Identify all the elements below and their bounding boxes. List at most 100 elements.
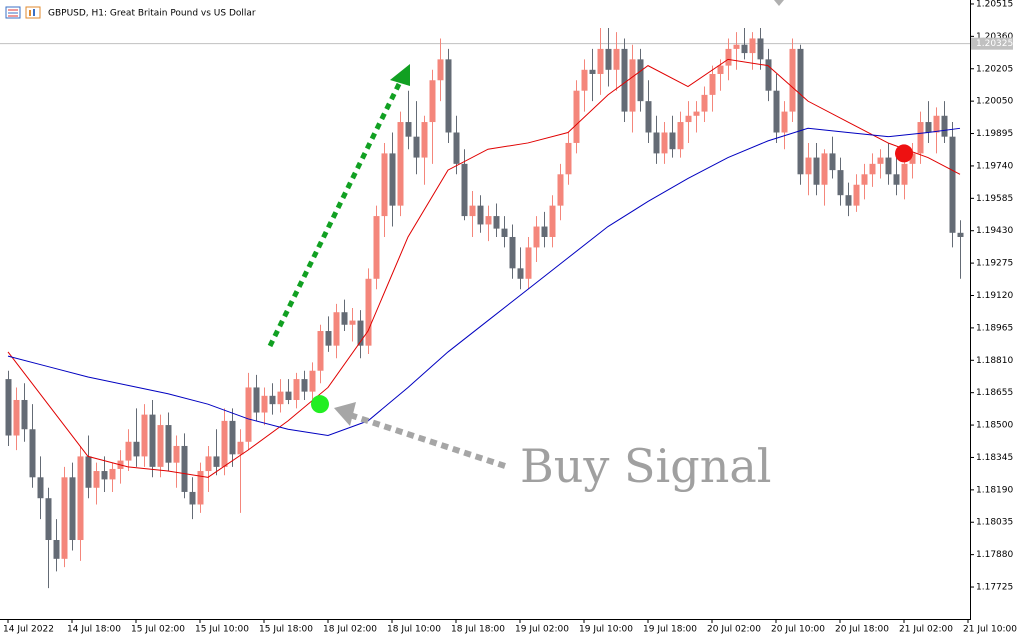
- y-tick-label: 1.19895: [976, 129, 1013, 139]
- x-tick-label: 18 Jul 02:00: [323, 625, 377, 635]
- candle-body: [437, 59, 444, 81]
- candle-body: [573, 90, 580, 143]
- x-tick-label: 15 Jul 10:00: [195, 625, 249, 635]
- candle-body: [589, 69, 596, 74]
- candle-body: [149, 414, 156, 467]
- candle-body: [517, 268, 524, 279]
- candle-body: [181, 445, 188, 492]
- moving-average: [7, 58, 961, 478]
- candle-body: [653, 132, 660, 154]
- y-tick-label: 1.18345: [976, 453, 1013, 463]
- candle-body: [909, 153, 916, 164]
- candle-body: [749, 38, 756, 54]
- candle-body: [869, 163, 876, 175]
- candle-body: [237, 441, 244, 455]
- candle-body: [501, 228, 508, 237]
- y-tick-label: 1.18810: [976, 356, 1013, 366]
- y-tick-label: 1.19740: [976, 161, 1013, 171]
- moving-average: [7, 127, 961, 437]
- candle-body: [533, 226, 540, 248]
- chart-title: GBPUSD, H1: Great Britain Pound vs US Do…: [48, 9, 256, 19]
- candle-body: [317, 331, 324, 371]
- candle-body: [85, 456, 92, 488]
- candle-body: [485, 216, 492, 225]
- y-tick-label: 1.20205: [976, 64, 1013, 74]
- candle-body: [669, 132, 676, 150]
- candle-body: [893, 174, 900, 185]
- candle-body: [157, 425, 164, 467]
- candle-body: [53, 540, 60, 559]
- candle-body: [877, 157, 884, 164]
- scroll-marker: [774, 0, 784, 6]
- candle-body: [525, 247, 532, 279]
- candle-body: [837, 170, 844, 196]
- candle-body: [765, 59, 772, 91]
- candle-body: [261, 395, 268, 413]
- candle-body: [397, 122, 404, 206]
- candle-body: [725, 48, 732, 66]
- candle-body: [469, 205, 476, 217]
- candle-body: [309, 370, 316, 392]
- candle-body: [757, 38, 764, 60]
- candle-body: [45, 498, 52, 541]
- candle-body: [917, 122, 924, 154]
- y-tick-label: 1.17880: [976, 550, 1013, 560]
- candle-body: [429, 80, 436, 123]
- y-tick-label: 1.19275: [976, 259, 1013, 269]
- candle-body: [197, 471, 204, 505]
- candle-body: [357, 320, 364, 346]
- y-tick-label: 1.18655: [976, 388, 1013, 398]
- candle-body: [381, 153, 388, 217]
- candle-body: [613, 48, 620, 70]
- candle-body: [109, 468, 116, 480]
- candle-body: [693, 111, 700, 116]
- x-tick-label: 15 Jul 02:00: [131, 625, 185, 635]
- candle-body: [213, 456, 220, 467]
- candle-body: [845, 195, 852, 206]
- candle-body: [805, 157, 812, 175]
- candle-body: [581, 69, 588, 91]
- candle-body: [677, 122, 684, 150]
- y-tick-label: 1.19585: [976, 194, 1013, 204]
- candle-body: [405, 122, 412, 137]
- candle-body: [733, 44, 740, 49]
- candle-body: [605, 48, 612, 70]
- signal-arrow-head: [334, 402, 356, 426]
- x-tick-label: 14 Jul 18:00: [67, 625, 121, 635]
- candle-body: [901, 163, 908, 185]
- candle-body: [565, 142, 572, 175]
- up-arrow: [267, 80, 403, 348]
- x-tick-label: 21 Jul 10:00: [963, 625, 1017, 635]
- y-tick-label: 1.20360: [976, 32, 1013, 42]
- candle-body: [853, 184, 860, 206]
- y-tick-label: 1.20050: [976, 97, 1013, 107]
- candle-body: [421, 122, 428, 158]
- x-tick-label: 21 Jul 02:00: [899, 625, 953, 635]
- x-tick-label: 15 Jul 18:00: [259, 625, 313, 635]
- candle-body: [629, 59, 636, 112]
- signal-arrow: [349, 412, 506, 469]
- candle-body: [205, 456, 212, 472]
- current-price-box: [971, 37, 1013, 50]
- candle-body: [661, 132, 668, 154]
- candle-body: [29, 429, 36, 478]
- current-price-label: 1.20325: [976, 39, 1013, 49]
- icon-bar: [29, 10, 31, 16]
- candle-body: [597, 48, 604, 74]
- y-tick-label: 1.20515: [976, 0, 1013, 9]
- candle-body: [221, 420, 228, 467]
- y-tick-label: 1.18190: [976, 485, 1013, 495]
- y-tick-label: 1.19120: [976, 291, 1013, 301]
- candle-body: [861, 174, 868, 185]
- x-tick-label: 14 Jul 2022: [3, 625, 54, 635]
- candle-body: [173, 445, 180, 463]
- candle-body: [301, 379, 308, 392]
- candle-body: [245, 387, 252, 442]
- signal-dot: [311, 395, 329, 414]
- candle-body: [141, 414, 148, 457]
- candle-body: [69, 477, 76, 541]
- x-tick-label: 19 Jul 10:00: [579, 625, 633, 635]
- candle-body: [413, 136, 420, 158]
